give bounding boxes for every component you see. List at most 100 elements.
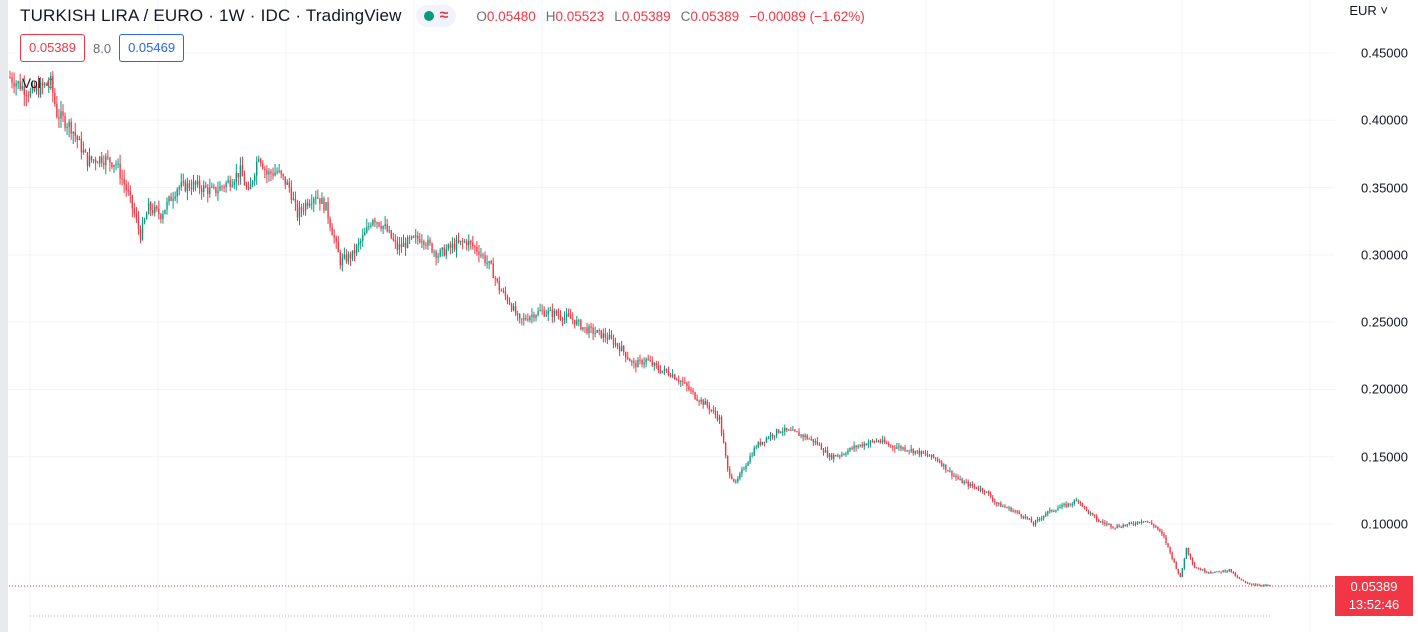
candle-body — [229, 180, 231, 187]
volume-value: 0 — [46, 76, 55, 91]
candle-body — [304, 202, 307, 211]
candle-body — [1032, 522, 1035, 525]
candle-body — [394, 239, 397, 242]
ohlc-close: C0.05389 — [681, 9, 740, 24]
candle-body — [1218, 571, 1220, 573]
candle-body — [806, 435, 808, 439]
price-tick-label: 0.30000 — [1361, 247, 1408, 263]
candle-body — [873, 441, 876, 443]
candle-body — [890, 445, 892, 447]
bar-countdown: 13:52:46 — [1348, 597, 1400, 612]
candle-body — [763, 441, 766, 443]
candle-body — [1038, 518, 1041, 520]
replay-icon[interactable]: ≈ — [439, 7, 449, 24]
candle-body — [241, 165, 244, 177]
sell-button[interactable]: 0.05389 — [20, 34, 85, 62]
candle-body — [147, 202, 150, 215]
candle-body — [849, 447, 851, 451]
candle-body — [765, 437, 768, 443]
candle-body — [1195, 567, 1198, 569]
candle-body — [335, 237, 337, 242]
candle-body — [521, 318, 523, 320]
candle-body — [400, 244, 403, 247]
candle-body — [555, 310, 558, 315]
candle-body — [1095, 516, 1098, 521]
candle-body — [133, 208, 136, 214]
candle-body — [1236, 576, 1239, 578]
candle-body — [596, 330, 598, 333]
market-status-pill[interactable]: ≈ — [415, 5, 457, 27]
candle-body — [551, 309, 554, 317]
candle-body — [949, 470, 951, 472]
candle-body — [425, 244, 427, 246]
candle-body — [1130, 522, 1133, 524]
candle-body — [317, 197, 319, 199]
candle-body — [796, 431, 798, 433]
candle-body — [127, 190, 129, 192]
candle-body — [11, 77, 13, 83]
candle-body — [1214, 571, 1216, 573]
candle-body — [539, 310, 541, 312]
candle-body — [1018, 511, 1020, 514]
symbol-title[interactable]: TURKISH LIRA / EURO · 1W · IDC · Trading… — [20, 6, 402, 25]
candle-body — [262, 163, 264, 169]
candle-body — [182, 181, 185, 183]
candle-body — [221, 186, 223, 188]
buy-button[interactable]: 0.05469 — [119, 34, 185, 62]
candle-body — [402, 242, 405, 247]
candle-body — [637, 359, 639, 368]
candle-body — [680, 381, 682, 383]
candle-body — [1183, 558, 1186, 569]
candle-body — [633, 361, 635, 363]
candle-body — [109, 157, 111, 163]
candle-body — [482, 254, 484, 256]
candle-body — [323, 198, 325, 211]
candle-body — [684, 382, 686, 384]
candle-body — [586, 327, 588, 334]
volume-legend[interactable]: Vol 0 — [22, 76, 54, 91]
candle-body — [896, 447, 898, 449]
left-drawing-toolbar-edge[interactable] — [0, 0, 8, 632]
candle-body — [48, 84, 50, 86]
candle-body — [480, 254, 482, 256]
candle-body — [390, 230, 392, 239]
candle-body — [431, 243, 433, 253]
candle-body — [930, 454, 933, 457]
candle-body — [313, 198, 315, 204]
candle-body — [743, 468, 745, 470]
candle-body — [443, 247, 445, 256]
chart-area[interactable]: TURKISH LIRA / EURO · 1W · IDC · Trading… — [0, 0, 1335, 632]
currency-selector[interactable]: EUR ˅ — [1349, 3, 1388, 18]
candle-body — [996, 502, 998, 504]
candle-body — [1255, 584, 1257, 586]
candle-body — [1010, 507, 1012, 512]
candle-body — [800, 434, 802, 437]
candle-body — [941, 462, 943, 467]
candle-body — [290, 187, 293, 200]
candle-body — [963, 481, 965, 484]
symbol-legend: TURKISH LIRA / EURO · 1W · IDC · Trading… — [20, 4, 865, 28]
candle-body — [343, 254, 346, 258]
price-axis[interactable]: EUR ˅ 0.45000 0.40000 0.35000 0.30000 0.2500… — [1335, 0, 1418, 632]
candle-body — [994, 500, 996, 503]
candle-body — [139, 228, 142, 240]
candle-body — [398, 244, 401, 250]
candle-body — [486, 262, 488, 264]
candle-body — [333, 235, 335, 238]
candle-body — [306, 202, 309, 206]
candle-body — [531, 314, 533, 317]
candle-body — [651, 360, 653, 366]
ohlc-low-key: L — [614, 8, 622, 24]
candle-body — [276, 171, 278, 173]
candle-body — [698, 400, 700, 402]
candle-body — [1112, 526, 1114, 528]
candle-body — [1053, 510, 1055, 512]
candle-body — [1114, 527, 1116, 529]
price-chart[interactable] — [0, 0, 1335, 632]
candle-body — [655, 363, 658, 366]
candle-body — [392, 238, 395, 240]
candle-body — [329, 218, 331, 228]
candle-body — [309, 204, 311, 206]
candle-body — [1149, 522, 1151, 524]
candle-body — [1193, 563, 1196, 568]
